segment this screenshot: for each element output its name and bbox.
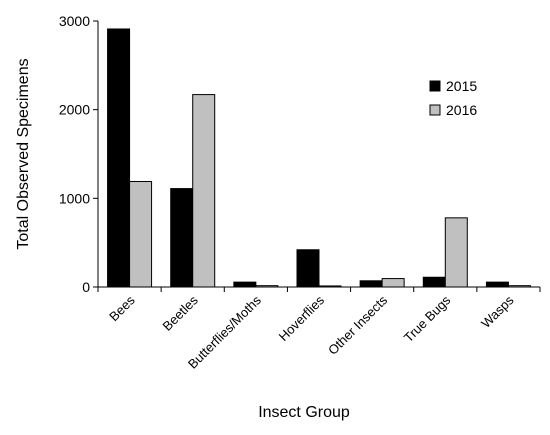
x-tick-label: Other Insects bbox=[325, 292, 391, 358]
legend: 2015 2016 bbox=[429, 78, 477, 118]
legend-label: 2016 bbox=[446, 102, 477, 118]
y-tick-label: 3000 bbox=[59, 13, 90, 29]
bar-2015-beetles bbox=[170, 188, 194, 288]
bar-2015-butterflies-moths bbox=[233, 281, 257, 288]
bar-2015-bees bbox=[107, 28, 131, 288]
legend-label: 2015 bbox=[446, 78, 477, 94]
bar-2015-true-bugs bbox=[422, 276, 446, 288]
bar-2016-bees bbox=[129, 180, 153, 288]
bar-2016-other-insects bbox=[381, 278, 405, 288]
y-tick-label: 1000 bbox=[59, 190, 90, 206]
x-tick-label: Bees bbox=[106, 292, 138, 324]
x-tick-label: Hoverflies bbox=[276, 292, 328, 344]
y-axis-title: Total Observed Specimens bbox=[15, 58, 32, 249]
x-tick-label: Wasps bbox=[478, 292, 517, 331]
y-ticks: 0 1000 2000 3000 bbox=[59, 13, 98, 295]
bar-2015-wasps bbox=[485, 281, 509, 288]
bar-2015-hoverflies bbox=[296, 249, 320, 288]
y-tick-label: 2000 bbox=[59, 102, 90, 118]
legend-swatch bbox=[429, 104, 441, 116]
bar-2015-other-insects bbox=[359, 280, 383, 288]
x-tick-label: True Bugs bbox=[401, 292, 454, 345]
bars-layer bbox=[107, 28, 531, 288]
bar-2016-true-bugs bbox=[444, 217, 468, 288]
bar-2016-beetles bbox=[192, 94, 216, 288]
legend-swatch bbox=[429, 80, 441, 92]
x-axis-title: Insect Group bbox=[258, 404, 350, 421]
y-tick-label: 0 bbox=[82, 279, 90, 295]
x-tick-label: Beetles bbox=[160, 292, 202, 334]
